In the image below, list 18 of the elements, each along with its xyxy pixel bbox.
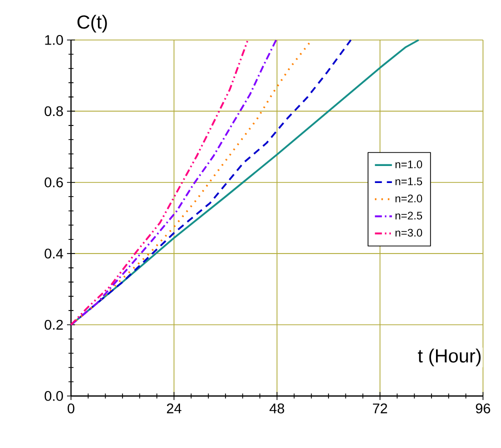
x-axis-title: t (Hour): [418, 348, 481, 366]
y-tick-label: 0.4: [44, 248, 64, 259]
x-tick-label: 96: [476, 403, 490, 414]
legend-label: n=2.0: [396, 194, 422, 202]
y-axis-title: C(t): [77, 14, 107, 32]
legend-label: n=2.5: [396, 212, 422, 220]
y-tick-label: 0.2: [44, 320, 63, 330]
legend-label: n=1.5: [396, 178, 422, 186]
y-tick-label: 0.6: [44, 177, 63, 188]
x-tick-label: 24: [166, 403, 182, 414]
legend-label: n=3.0: [396, 228, 422, 237]
y-tick-label: 0.8: [44, 106, 63, 116]
legend-label: n=1.0: [396, 160, 422, 168]
x-tick-label: 0: [68, 403, 74, 414]
y-tick-label: 0.0: [44, 391, 63, 401]
y-tick-label: 1.0: [45, 35, 63, 45]
x-tick-label: 48: [270, 403, 284, 414]
x-tick-label: 72: [372, 403, 388, 414]
